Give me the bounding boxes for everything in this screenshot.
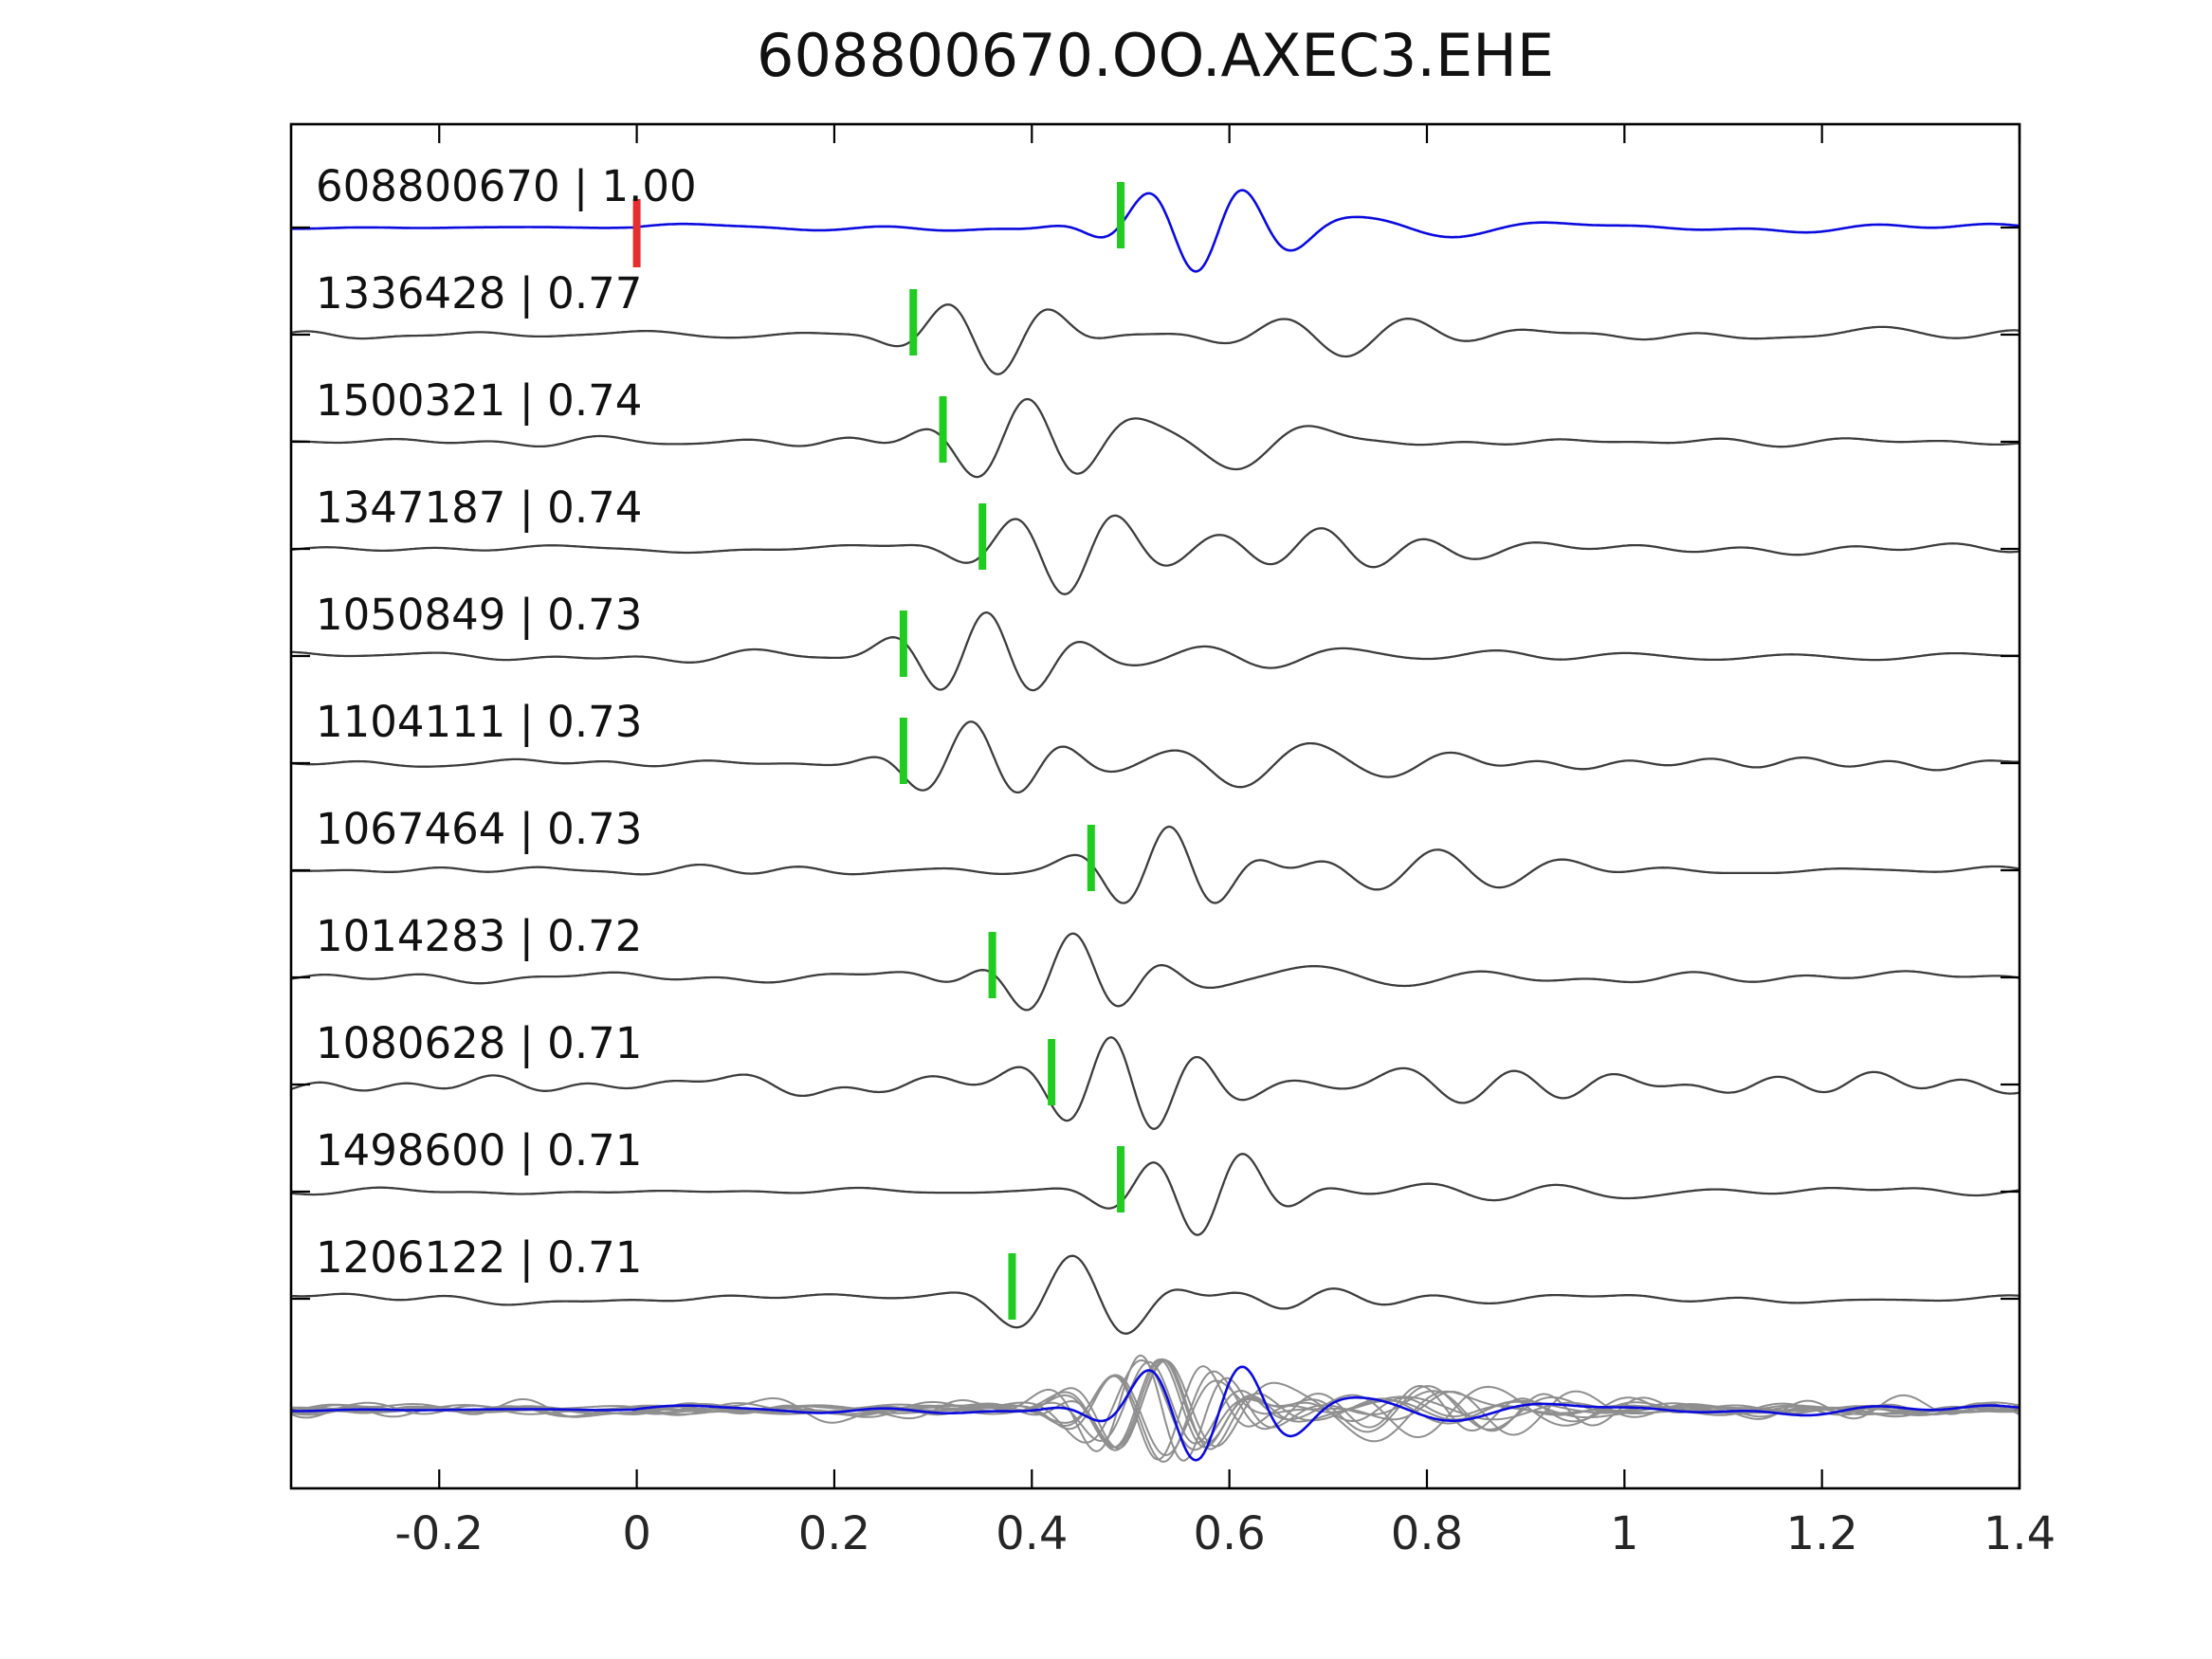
x-tick-label: 0.8	[1391, 1507, 1463, 1560]
pick-marker	[1117, 1146, 1125, 1212]
x-tick-label: 0	[622, 1507, 651, 1560]
pick-marker	[1117, 182, 1125, 248]
pick-marker	[939, 396, 947, 463]
trace-label: 1050849 | 0.73	[316, 590, 642, 640]
overlay-template-path	[290, 1365, 2020, 1462]
match-trace-path	[290, 1036, 2020, 1130]
pick-marker	[909, 289, 918, 356]
match-trace-path	[290, 303, 2020, 375]
trace-label: 1498600 | 0.71	[316, 1125, 642, 1176]
trace-label: 1014283 | 0.72	[316, 911, 642, 961]
pick-marker	[899, 718, 907, 784]
pick-marker	[1048, 1039, 1056, 1105]
trace-label: 1104111 | 0.73	[316, 697, 642, 747]
trace-label: 1067464 | 0.73	[316, 804, 642, 854]
match-trace-path	[291, 397, 2020, 479]
plot-frame	[289, 122, 2021, 1490]
trace-label: 1347187 | 0.74	[316, 483, 642, 533]
pick-marker	[899, 611, 907, 677]
x-tick-label: -0.2	[394, 1507, 484, 1560]
zero-marker	[632, 199, 641, 267]
pick-marker	[1008, 1253, 1016, 1320]
trace-label: 1206122 | 0.71	[316, 1232, 642, 1283]
trace-label: 608800670 | 1.00	[316, 161, 697, 211]
template-trace-path	[290, 189, 2020, 273]
trace-label: 1500321 | 0.74	[316, 375, 642, 426]
x-tick-label: 0.2	[798, 1507, 870, 1560]
x-tick-label: 0.4	[996, 1507, 1068, 1560]
x-tick-label: 1.4	[1983, 1507, 2056, 1560]
trace-label: 1080628 | 0.71	[316, 1018, 642, 1068]
x-tick-label: 1.2	[1785, 1507, 1857, 1560]
pick-marker	[978, 503, 987, 570]
match-trace-path	[290, 514, 2020, 595]
x-tick-label: 0.6	[1193, 1507, 1265, 1560]
match-trace-path	[290, 611, 2020, 692]
pick-marker	[988, 932, 996, 998]
pick-marker	[1087, 825, 1095, 891]
match-trace-path	[290, 1153, 2020, 1236]
match-trace-path	[291, 825, 2020, 904]
trace-label: 1336428 | 0.77	[316, 268, 642, 319]
x-tick-label: 1	[1610, 1507, 1639, 1560]
overlay-match-path	[291, 1370, 2020, 1463]
chart-title: 608800670.OO.AXEC3.EHE	[757, 21, 1554, 90]
match-trace-path	[290, 1254, 2020, 1335]
match-trace-path	[290, 932, 2020, 1012]
match-trace-path	[290, 720, 2020, 794]
